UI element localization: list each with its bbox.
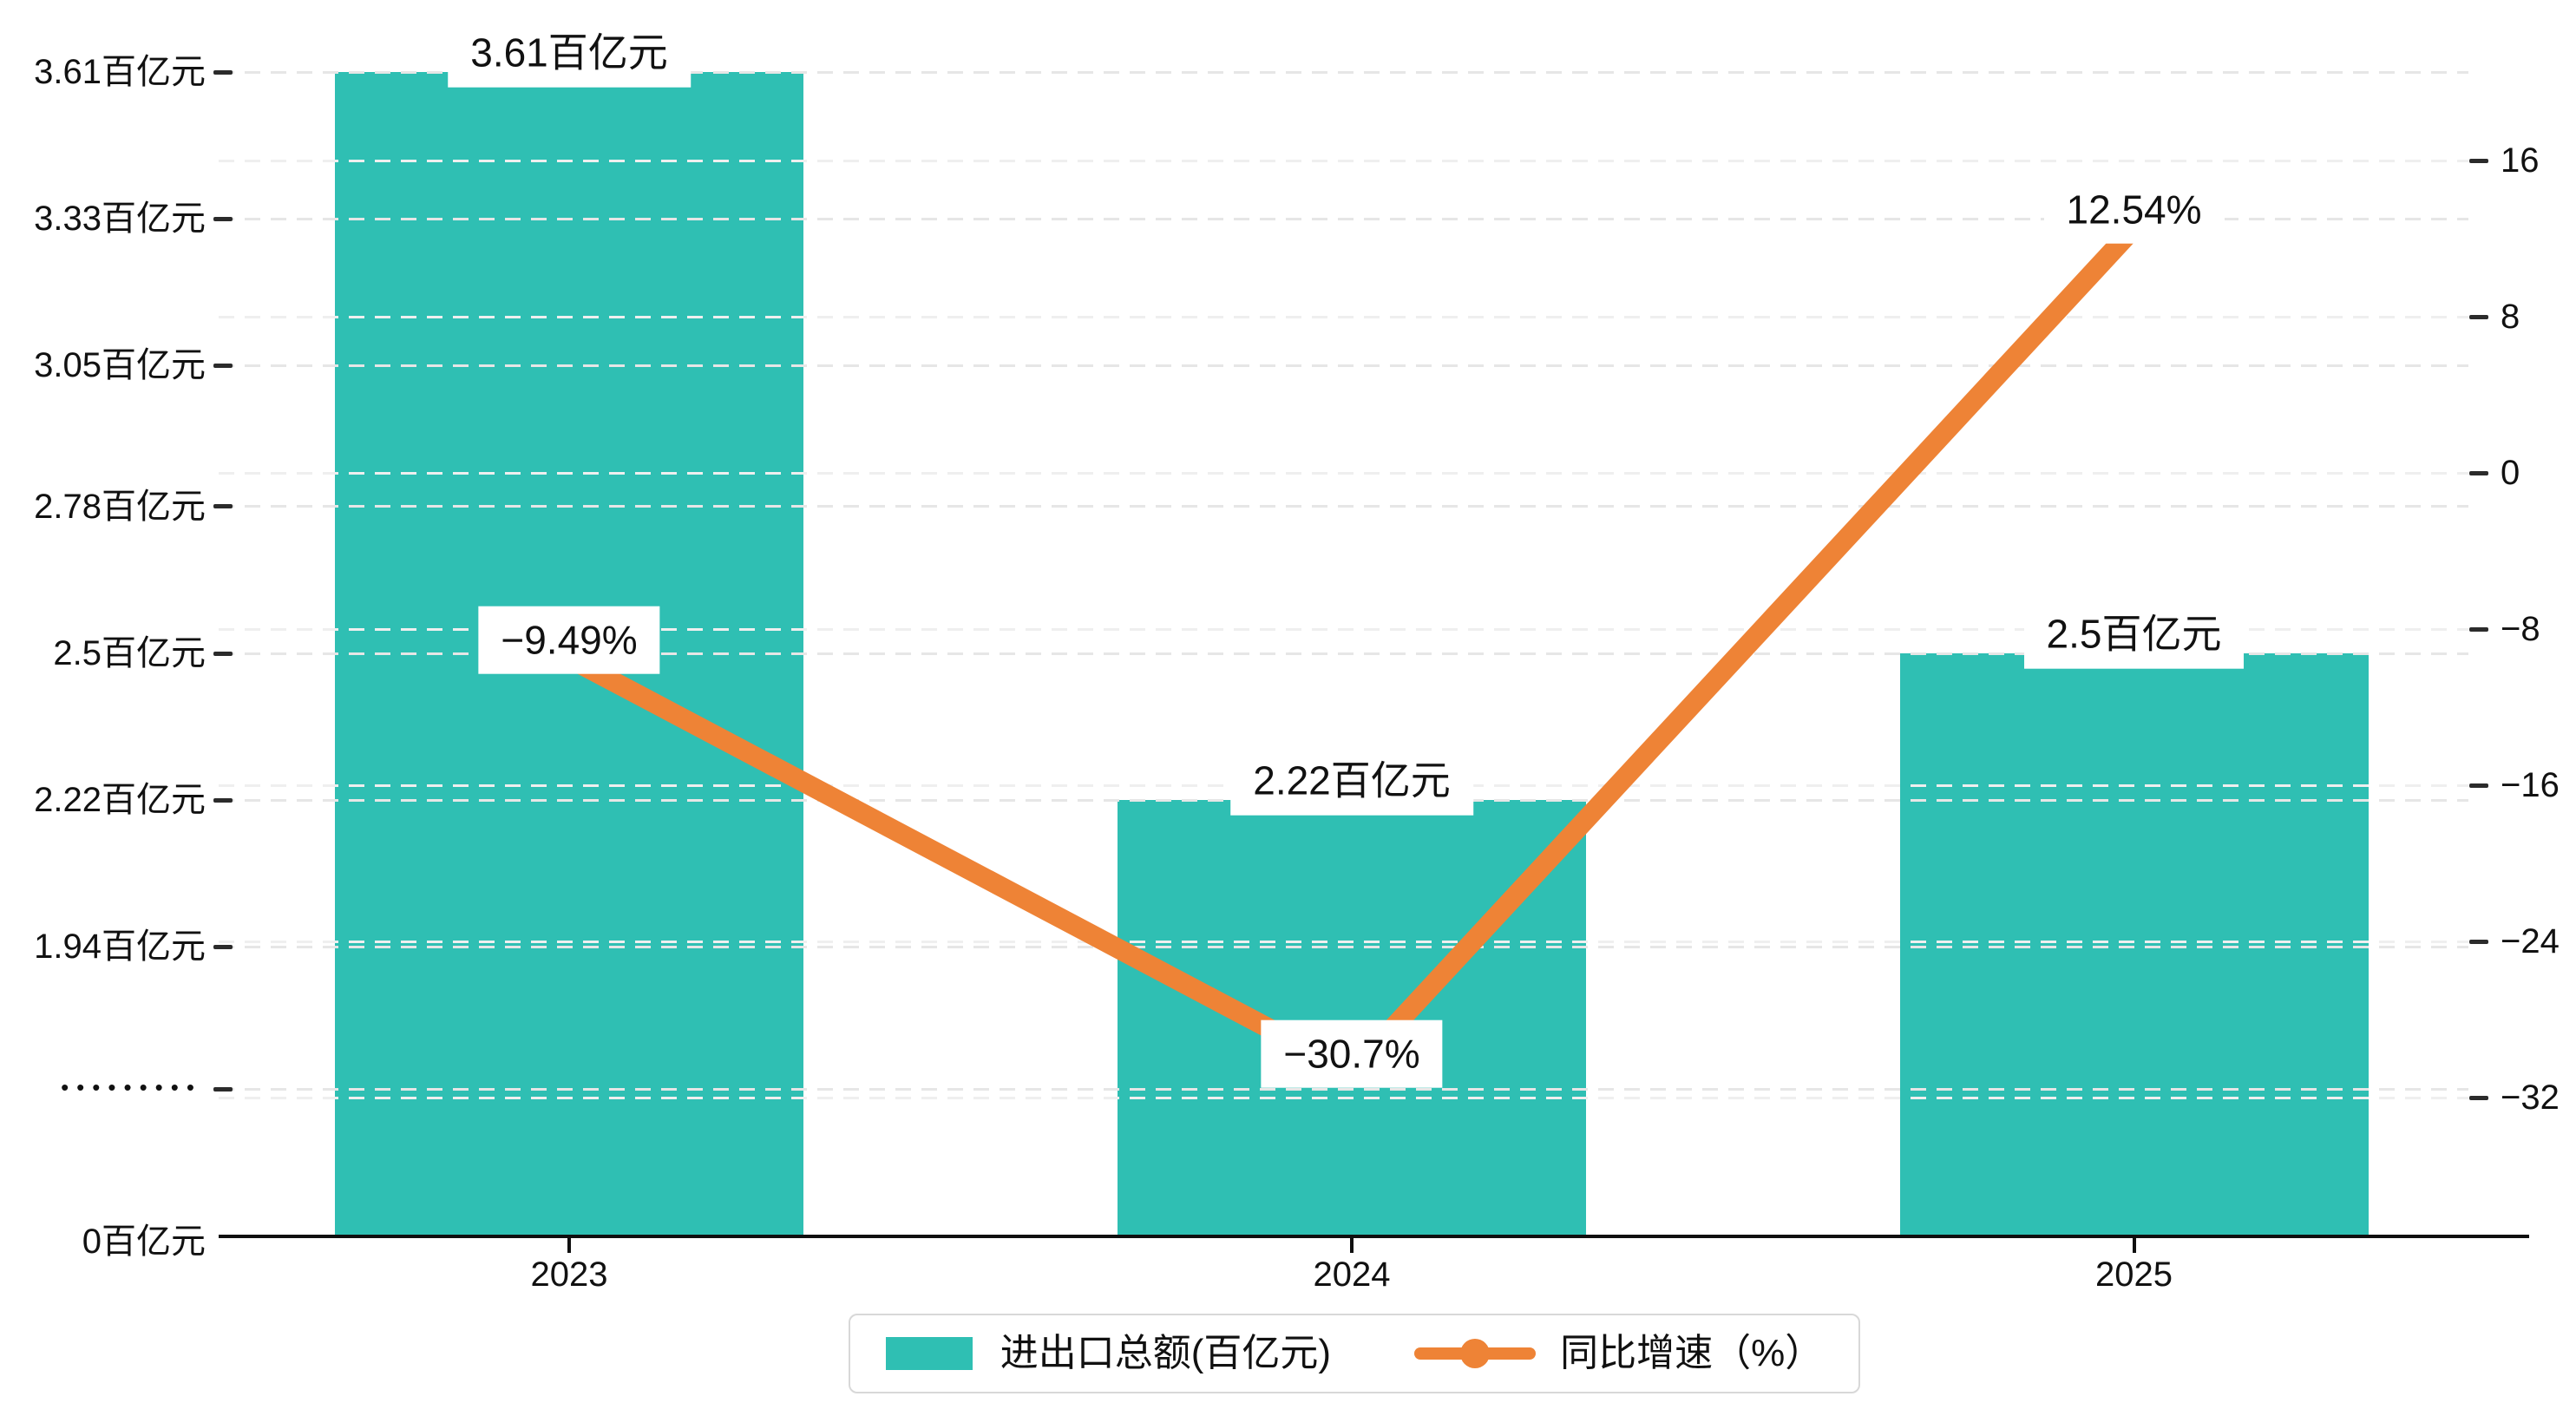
left-axis-tick-mark [213, 797, 233, 803]
left-axis-tick-mark [213, 504, 233, 509]
left-axis-tick-mark [213, 69, 233, 75]
line-value-label: −9.49% [478, 606, 660, 674]
left-axis-tick-label: 3.61百亿元 [34, 53, 206, 91]
x-axis-label-2024: 2024 [1313, 1255, 1391, 1294]
right-axis-tick-label: −16 [2501, 766, 2560, 804]
right-axis-tick-label: −8 [2501, 610, 2540, 648]
right-axis-tick-label: −24 [2501, 922, 2560, 960]
left-axis-zero-label: 0百亿元 [82, 1223, 206, 1261]
gridline-right-axis [219, 940, 2468, 943]
right-axis-tick-label: 0 [2501, 454, 2520, 492]
right-axis-tick-label: 16 [2501, 141, 2540, 180]
x-axis-label-2025: 2025 [2095, 1255, 2173, 1294]
bar-value-label: 2.5百亿元 [2023, 600, 2245, 669]
bar-2025[interactable] [1899, 653, 2369, 1236]
bar-value-label: 2.22百亿元 [1230, 746, 1473, 816]
legend: 进出口总额(百亿元) 同比增速（%） [849, 1314, 1860, 1393]
gridline-right-axis [219, 471, 2468, 475]
gridline-axis-break [219, 1088, 2468, 1091]
right-axis-tick-mark [2469, 314, 2488, 319]
line-series-dot-icon [1460, 1339, 1491, 1368]
gridline-left-axis [219, 70, 2468, 74]
left-axis-tick-label: 2.22百亿元 [34, 781, 206, 819]
right-axis-tick-label: −32 [2501, 1078, 2560, 1117]
left-axis-tick-label: 2.78百亿元 [34, 487, 206, 526]
right-axis-tick-mark [2469, 783, 2488, 788]
x-axis-line [219, 1235, 2529, 1238]
gridline-left-axis [219, 505, 2468, 508]
legend-label-line-series: 同比增速（%） [1560, 1332, 1824, 1374]
gridline-right-axis [219, 1096, 2468, 1099]
left-axis-break-dots: ••••••••• [61, 1073, 202, 1100]
right-axis-tick-label: 8 [2501, 298, 2520, 336]
gridline-left-axis [219, 652, 2468, 655]
gridline-right-axis [219, 159, 2468, 162]
legend-label-bar-series: 进出口总额(百亿元) [1000, 1332, 1332, 1374]
gridline-right-axis [219, 315, 2468, 318]
right-axis-tick-mark [2469, 470, 2488, 475]
x-axis-label-2023: 2023 [530, 1255, 608, 1294]
left-axis-tick-mark [213, 363, 233, 368]
left-axis-tick-label: 2.5百亿元 [53, 634, 206, 672]
left-axis-tick-label: 3.33百亿元 [34, 200, 206, 238]
left-axis-tick-mark [213, 651, 233, 656]
left-axis-tick-mark [213, 944, 233, 949]
left-axis-tick-label: 1.94百亿元 [34, 928, 206, 967]
gridline-left-axis [219, 945, 2468, 948]
legend-item-bar-series[interactable]: 进出口总额(百亿元) [885, 1332, 1332, 1374]
x-axis-tick-mark [567, 1238, 571, 1253]
legend-item-line-series[interactable]: 同比增速（%） [1414, 1334, 1823, 1373]
left-axis-tick-mark [213, 1087, 233, 1092]
bar-2024[interactable] [1118, 800, 1586, 1236]
gridline-right-axis [219, 627, 2468, 631]
bar-value-label: 3.61百亿元 [448, 18, 691, 88]
right-axis-tick-mark [2469, 1095, 2488, 1100]
x-axis-tick-mark [1350, 1238, 1354, 1253]
gridline-left-axis [219, 364, 2468, 367]
line-series-marker-icon [1414, 1339, 1537, 1368]
gridline-left-axis [219, 217, 2468, 220]
line-value-label: −30.7% [1261, 1019, 1443, 1089]
line-value-label: 12.54% [2043, 175, 2225, 245]
left-axis-tick-mark [213, 216, 233, 221]
bar-series-swatch-icon [885, 1337, 973, 1370]
right-axis-tick-mark [2469, 626, 2488, 632]
x-axis-tick-mark [2132, 1238, 2136, 1253]
right-axis-tick-mark [2469, 939, 2488, 944]
left-axis-tick-label: 3.05百亿元 [34, 346, 206, 385]
right-axis-tick-mark [2469, 158, 2488, 163]
